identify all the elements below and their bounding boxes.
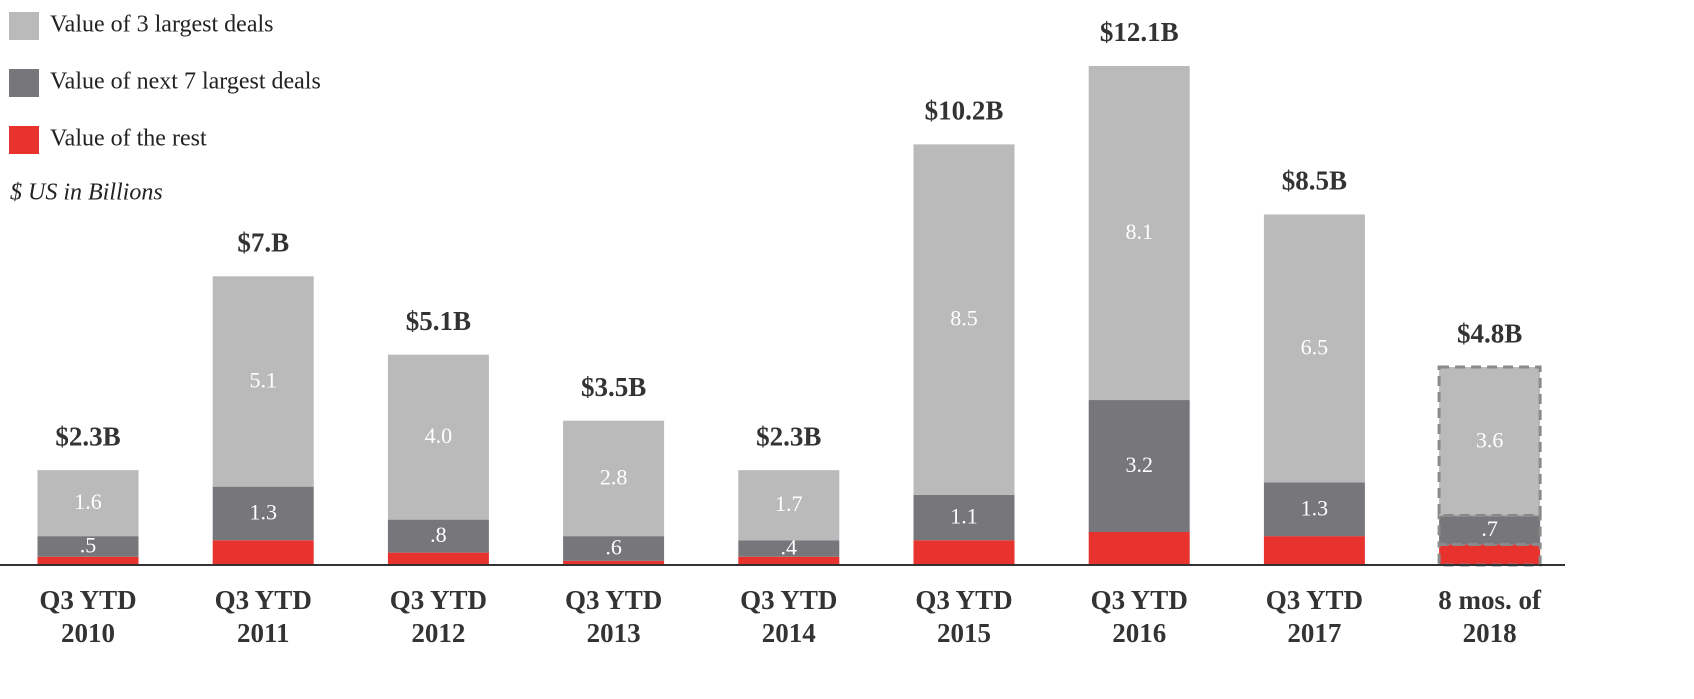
total-label: $3.5B bbox=[581, 372, 646, 402]
value-label: 1.6 bbox=[74, 489, 102, 514]
bar-segment bbox=[563, 560, 665, 565]
bar-segment bbox=[212, 486, 314, 541]
value-label: .6 bbox=[605, 535, 622, 560]
x-tick-label: Q3 YTD 2013 bbox=[565, 585, 662, 648]
bar-segment bbox=[1437, 365, 1542, 518]
bar-segment bbox=[1263, 214, 1365, 483]
bar-segment bbox=[563, 420, 665, 537]
bar-segment bbox=[387, 354, 489, 520]
total-label: $7.B bbox=[237, 228, 289, 258]
bar-segment bbox=[1088, 66, 1190, 401]
legend-swatch bbox=[9, 12, 39, 40]
total-label: $12.1B bbox=[1100, 17, 1179, 47]
chart-subtitle: $ US in Billions bbox=[10, 180, 163, 206]
value-label: 6.5 bbox=[1301, 335, 1329, 360]
legend-swatch bbox=[9, 69, 39, 97]
bar-segment bbox=[913, 144, 1015, 495]
x-tick-label: Q3 YTD 2010 bbox=[39, 585, 136, 648]
value-label: 1.1 bbox=[950, 504, 978, 529]
value-label: 1.3 bbox=[1301, 495, 1329, 520]
bar-segment bbox=[1437, 542, 1542, 567]
bar-segment bbox=[913, 540, 1015, 565]
bar-segment bbox=[212, 540, 314, 565]
x-tick-label: Q3 YTD 2012 bbox=[390, 585, 487, 648]
value-label: 5.1 bbox=[249, 368, 277, 393]
total-label: $8.5B bbox=[1282, 166, 1347, 196]
legend-label: Value of 3 largest deals bbox=[50, 12, 274, 38]
bar-segment bbox=[913, 494, 1015, 541]
x-tick-label: Q3 YTD 2015 bbox=[915, 585, 1012, 648]
value-label: 2.8 bbox=[600, 464, 628, 489]
legend-label: Value of the rest bbox=[50, 126, 207, 152]
value-label: .4 bbox=[781, 535, 798, 560]
x-tick-label: Q3 YTD 2016 bbox=[1091, 585, 1188, 648]
value-label: .8 bbox=[430, 522, 447, 547]
bar-segment bbox=[1263, 536, 1365, 565]
value-label: 1.3 bbox=[249, 499, 277, 524]
bar-segment bbox=[1088, 532, 1190, 565]
bar-segment bbox=[1088, 400, 1190, 533]
bar-segment bbox=[37, 536, 139, 557]
bar-segment bbox=[387, 552, 489, 565]
bar-segment bbox=[1263, 482, 1365, 537]
value-label: .7 bbox=[1481, 516, 1498, 541]
bar-segment bbox=[738, 540, 840, 557]
bar-segment bbox=[387, 519, 489, 553]
value-label: 1.7 bbox=[775, 491, 803, 516]
x-tick-label: Q3 YTD 2017 bbox=[1266, 585, 1363, 648]
bar-segment bbox=[738, 470, 840, 541]
value-label: 3.6 bbox=[1476, 427, 1504, 452]
legend-label: Value of next 7 largest deals bbox=[50, 69, 321, 95]
x-tick-label: 8 mos. of 2018 bbox=[1438, 585, 1542, 648]
bar-segment bbox=[563, 536, 665, 561]
value-label: 3.2 bbox=[1125, 452, 1153, 477]
total-label: $2.3B bbox=[55, 421, 120, 451]
total-label: $4.8B bbox=[1457, 318, 1522, 348]
total-label: $2.3B bbox=[756, 421, 821, 451]
value-label: 8.5 bbox=[950, 306, 978, 331]
value-label: 4.0 bbox=[425, 423, 453, 448]
total-label: $10.2B bbox=[925, 96, 1004, 126]
x-tick-label: Q3 YTD 2014 bbox=[740, 585, 837, 648]
legend-swatch bbox=[9, 126, 39, 154]
bar-segment bbox=[738, 556, 840, 565]
total-label: $5.1B bbox=[406, 306, 471, 336]
bar-segment bbox=[37, 556, 139, 565]
x-tick-label: Q3 YTD 2011 bbox=[215, 585, 312, 648]
bar-segment bbox=[37, 470, 139, 537]
value-label: .5 bbox=[80, 532, 97, 557]
bar-segment bbox=[212, 276, 314, 487]
value-label: 8.1 bbox=[1125, 219, 1153, 244]
bar-segment bbox=[1437, 514, 1542, 546]
